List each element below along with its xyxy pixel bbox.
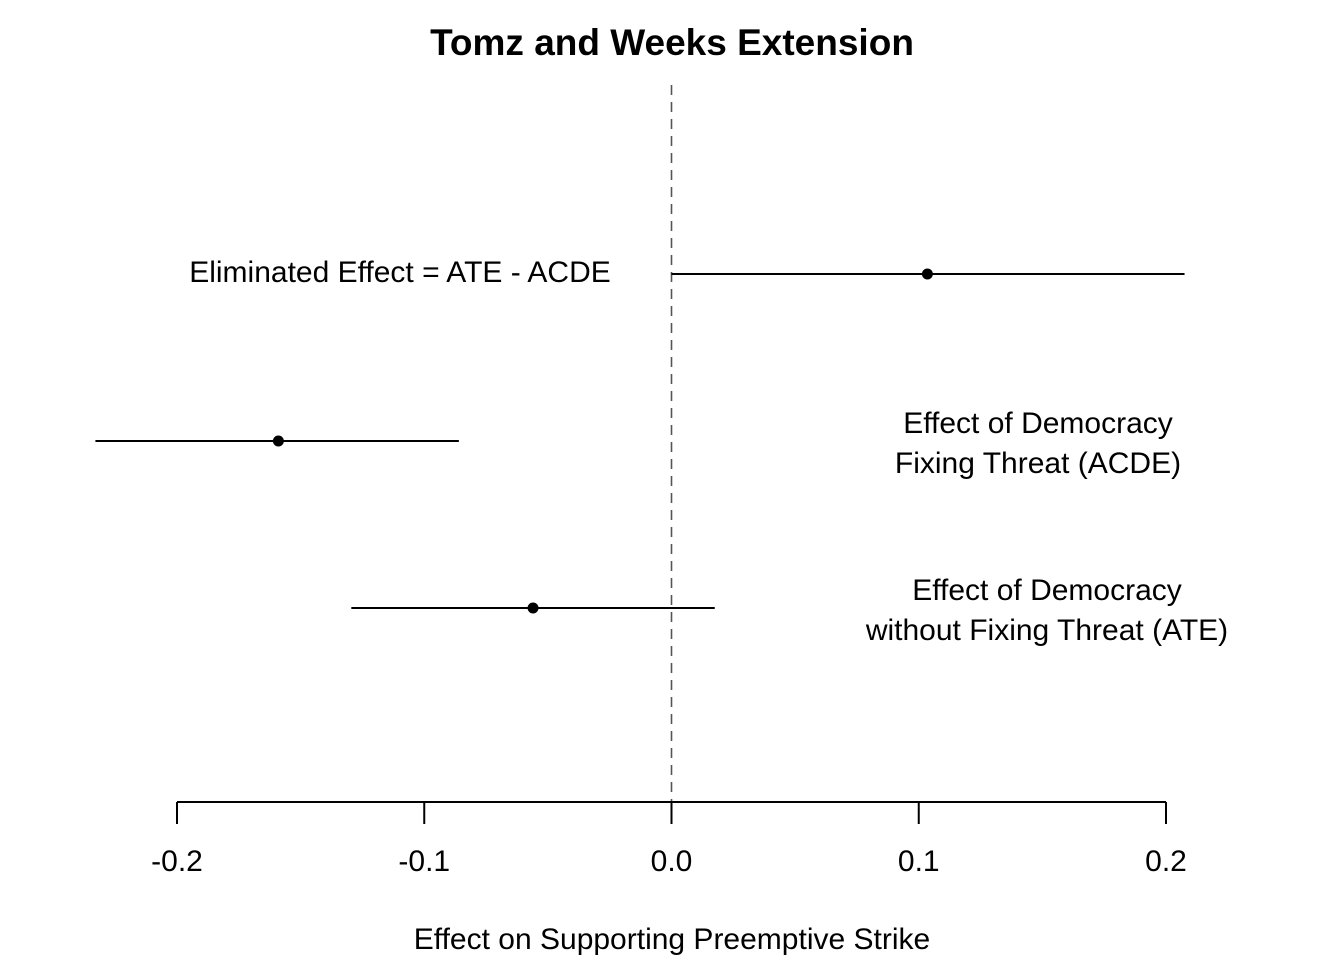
series-label: Effect of Democracy [903, 407, 1173, 440]
series-label: Eliminated Effect = ATE - ACDE [189, 256, 611, 289]
series-group: Eliminated Effect = ATE - ACDE Effect of … [95, 256, 1228, 647]
x-tick-label: 0.0 [651, 845, 693, 878]
x-tick-label: -0.1 [398, 845, 450, 878]
chart-title: Tomz and Weeks Extension [430, 22, 914, 63]
point-estimate [527, 602, 539, 614]
series-label: Fixing Threat (ACDE) [895, 447, 1181, 480]
x-tick-label: 0.2 [1145, 845, 1187, 878]
x-axis-label: Effect on Supporting Preemptive Strike [414, 923, 930, 956]
point-estimate [921, 268, 933, 280]
x-tick-label: -0.2 [151, 845, 203, 878]
x-tick-label: 0.1 [898, 845, 940, 878]
series-label: without Fixing Threat (ATE) [865, 614, 1228, 647]
point-estimate [272, 435, 284, 447]
x-axis: -0.2 -0.1 0.0 0.1 0.2 [151, 801, 1187, 878]
series-label: Effect of Democracy [912, 574, 1182, 607]
